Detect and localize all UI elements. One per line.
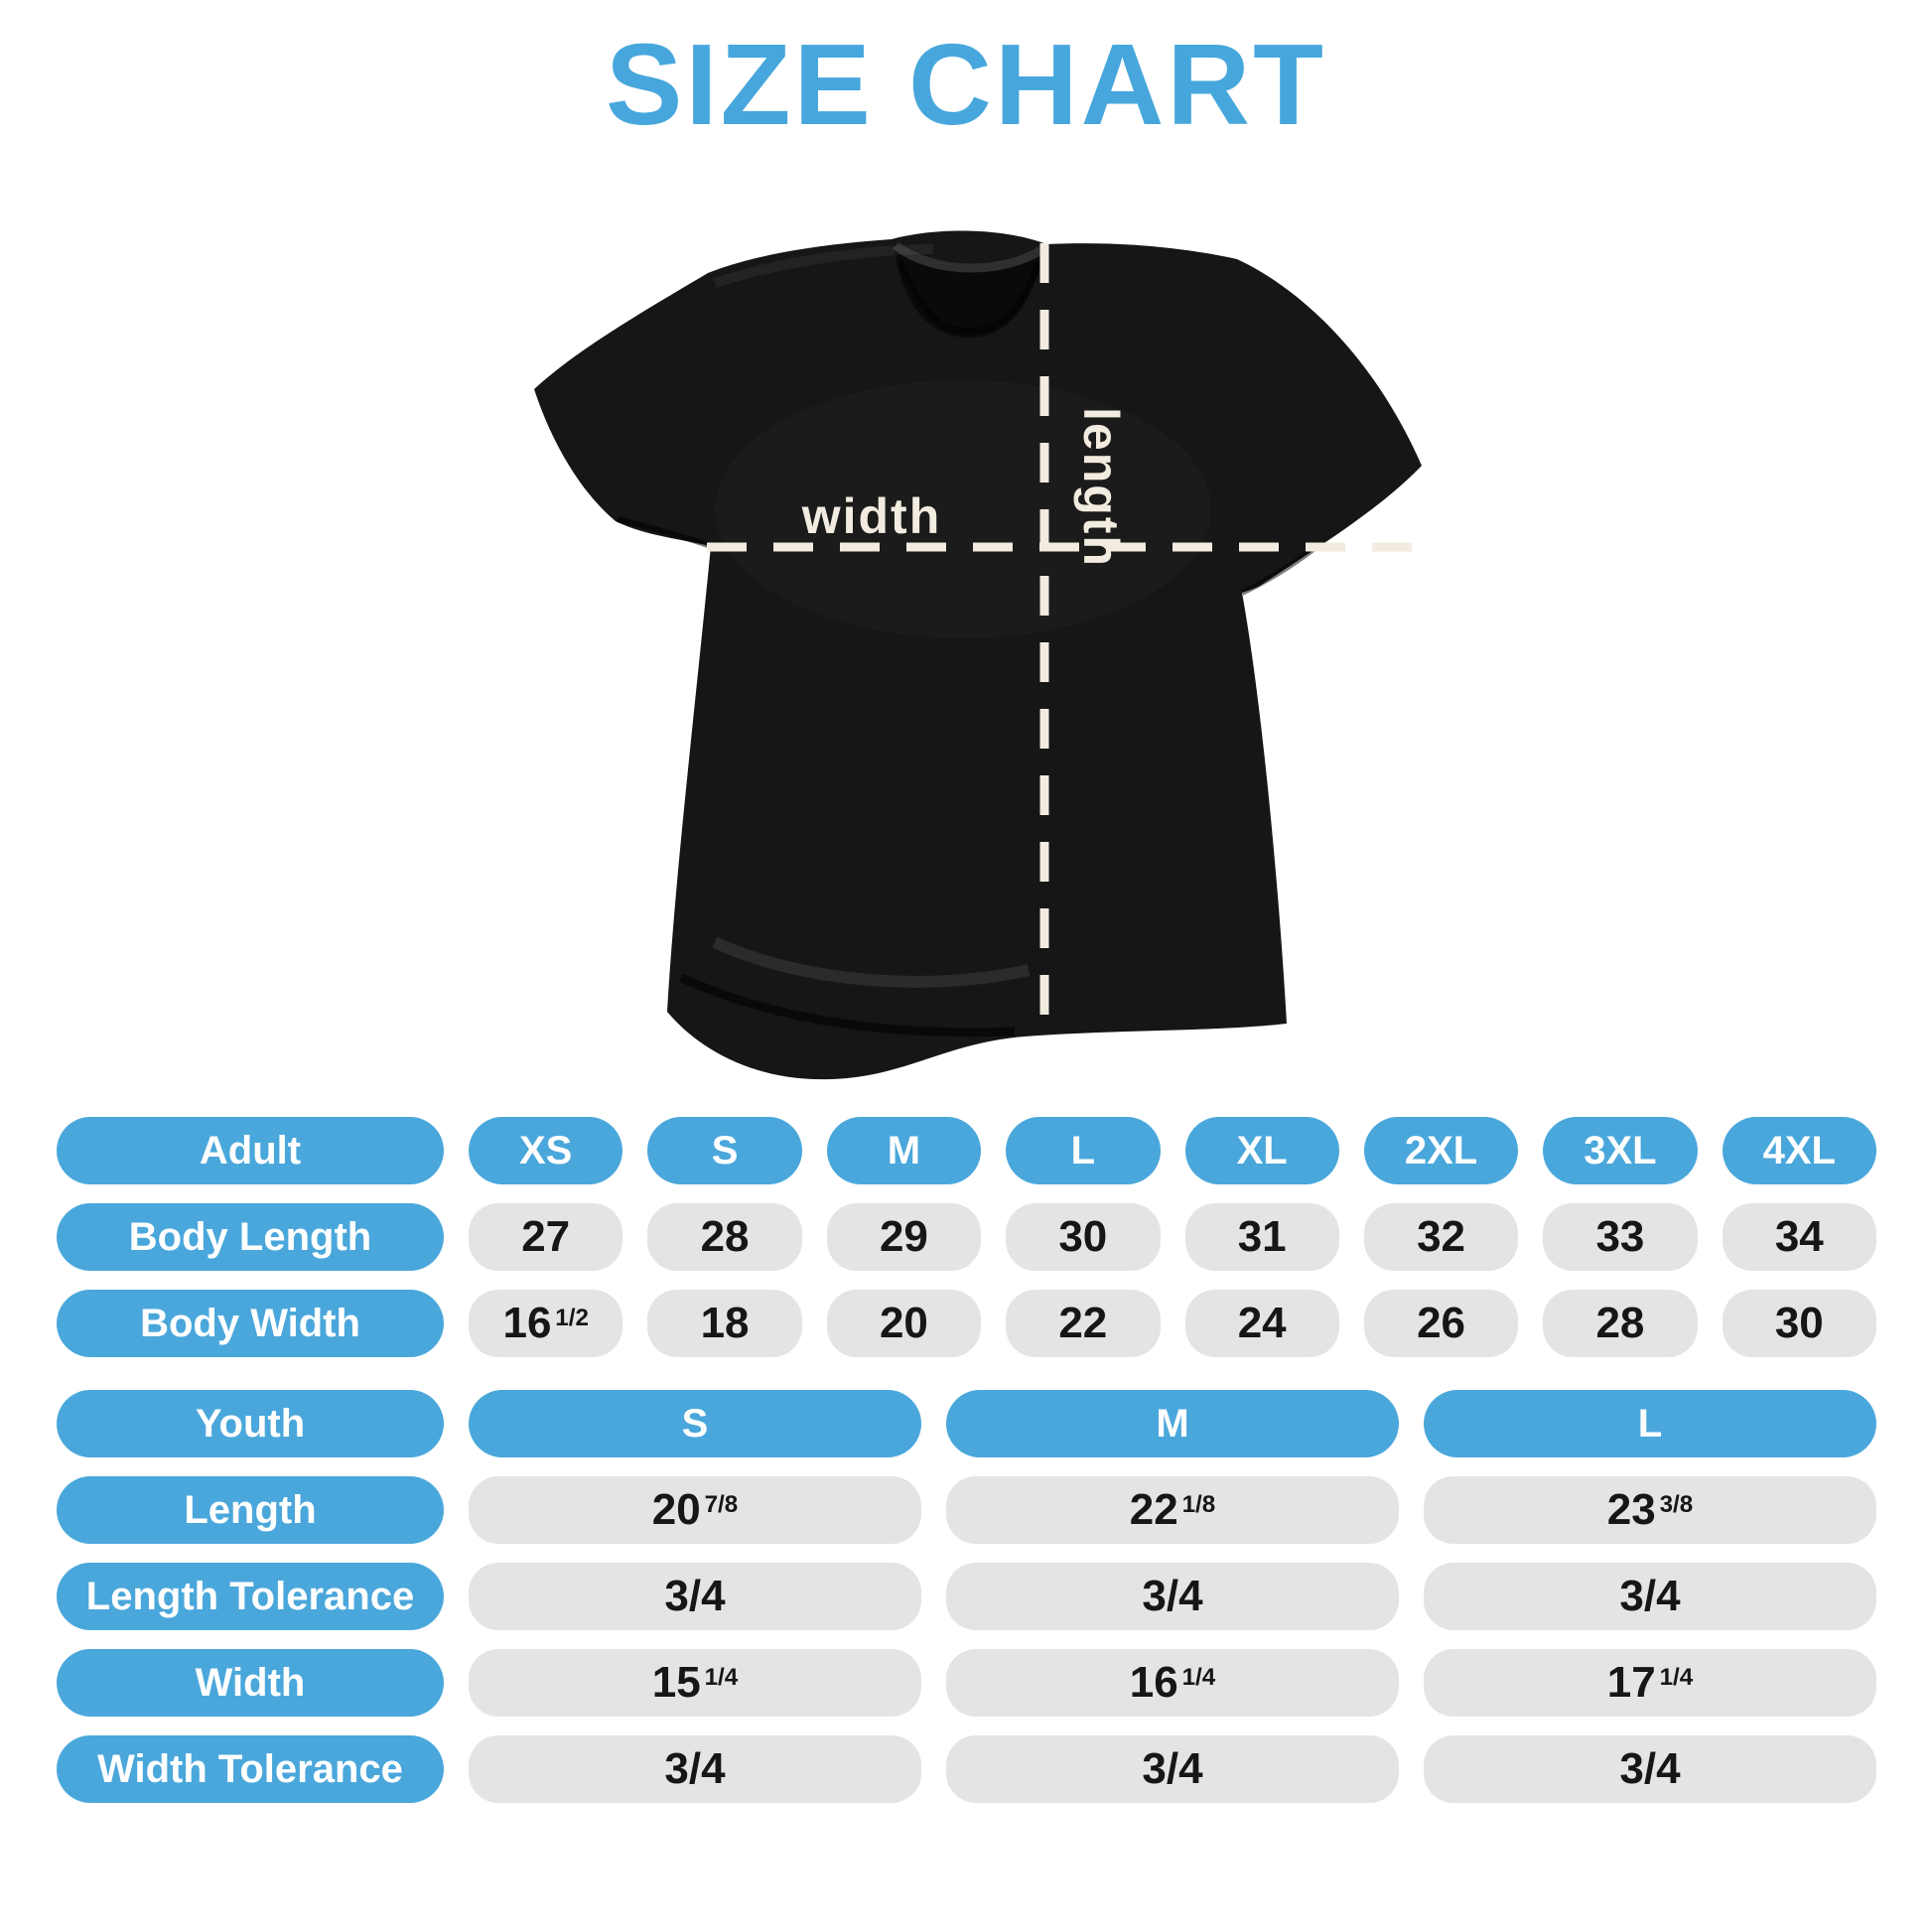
- adult-size-header-xs: XS: [469, 1117, 623, 1184]
- underarm-crease-left: [617, 516, 713, 549]
- row-label-width-tolerance: Width Tolerance: [57, 1735, 444, 1803]
- youth-size-header-s: S: [469, 1390, 921, 1457]
- adult-size-header-4xl: 4XL: [1722, 1117, 1876, 1184]
- youth-length-s: 20 7/8: [469, 1476, 921, 1544]
- youth-length-tolerance-l: 3/4: [1424, 1563, 1876, 1630]
- adult-size-header-l: L: [1006, 1117, 1161, 1184]
- body-width-4xl: 30: [1722, 1290, 1876, 1357]
- row-label-length-tolerance: Length Tolerance: [57, 1563, 444, 1630]
- youth-size-header-l: L: [1424, 1390, 1876, 1457]
- youth-length-l: 23 3/8: [1424, 1476, 1876, 1544]
- hem-fold-highlight: [712, 936, 1031, 988]
- adult-size-header-s: S: [647, 1117, 802, 1184]
- body-width-xs: 16 1/2: [469, 1290, 623, 1357]
- page-title: SIZE CHART: [606, 20, 1326, 149]
- hem-shadow: [679, 973, 1016, 1037]
- youth-width-m: 16 1/4: [946, 1649, 1399, 1717]
- shoulder-highlight: [713, 244, 934, 288]
- body-width-m: 20: [826, 1290, 982, 1357]
- adult-table-title: Adult: [57, 1117, 444, 1184]
- collar-band: [893, 241, 1045, 273]
- body-length-4xl: 34: [1722, 1203, 1876, 1271]
- row-label-body-width: Body Width: [57, 1290, 444, 1357]
- collar-seam: [896, 259, 1042, 336]
- body-length-l: 30: [1006, 1203, 1161, 1271]
- body-width-l: 22: [1006, 1290, 1161, 1357]
- body-width-2xl: 26: [1363, 1290, 1519, 1357]
- youth-width-s: 15 1/4: [469, 1649, 921, 1717]
- youth-length-m: 22 1/8: [946, 1476, 1399, 1544]
- adult-size-table: Adult XS S M L XL 2XL 3XL 4XL Body Lengt…: [57, 1117, 1876, 1357]
- body-length-3xl: 33: [1543, 1203, 1698, 1271]
- body-length-xs: 27: [469, 1203, 623, 1271]
- body-width-xl: 24: [1184, 1290, 1339, 1357]
- row-label-body-length: Body Length: [57, 1203, 444, 1271]
- youth-size-table: Youth S M L Length 20 7/8 22 1/8 23 3/8 Len…: [57, 1390, 1876, 1803]
- youth-length-tolerance-m: 3/4: [946, 1563, 1399, 1630]
- youth-width-tolerance-l: 3/4: [1424, 1735, 1876, 1803]
- youth-width-l: 17 1/4: [1424, 1649, 1876, 1717]
- youth-width-tolerance-s: 3/4: [469, 1735, 921, 1803]
- body-length-m: 29: [826, 1203, 982, 1271]
- adult-size-header-m: M: [826, 1117, 982, 1184]
- body-length-2xl: 32: [1363, 1203, 1519, 1271]
- youth-length-tolerance-s: 3/4: [469, 1563, 921, 1630]
- adult-size-header-3xl: 3XL: [1543, 1117, 1698, 1184]
- chest-sheen: [715, 380, 1211, 638]
- youth-table-title: Youth: [57, 1390, 444, 1457]
- width-label: width: [801, 488, 942, 544]
- adult-size-header-2xl: 2XL: [1363, 1117, 1519, 1184]
- adult-size-header-xl: XL: [1184, 1117, 1339, 1184]
- length-label: length: [1073, 407, 1129, 568]
- body-width-3xl: 28: [1543, 1290, 1698, 1357]
- tshirt-measurement-diagram: width length: [467, 192, 1469, 1105]
- youth-width-tolerance-m: 3/4: [946, 1735, 1399, 1803]
- row-label-length: Length: [57, 1476, 444, 1544]
- tshirt-illustration: width length: [534, 230, 1435, 1080]
- body-length-xl: 31: [1184, 1203, 1339, 1271]
- body-length-s: 28: [647, 1203, 802, 1271]
- adult-table-title-label: Adult: [199, 1129, 302, 1173]
- tshirt-body: [534, 230, 1422, 1080]
- row-label-width: Width: [57, 1649, 444, 1717]
- body-width-s: 18: [647, 1290, 802, 1357]
- youth-size-header-m: M: [946, 1390, 1399, 1457]
